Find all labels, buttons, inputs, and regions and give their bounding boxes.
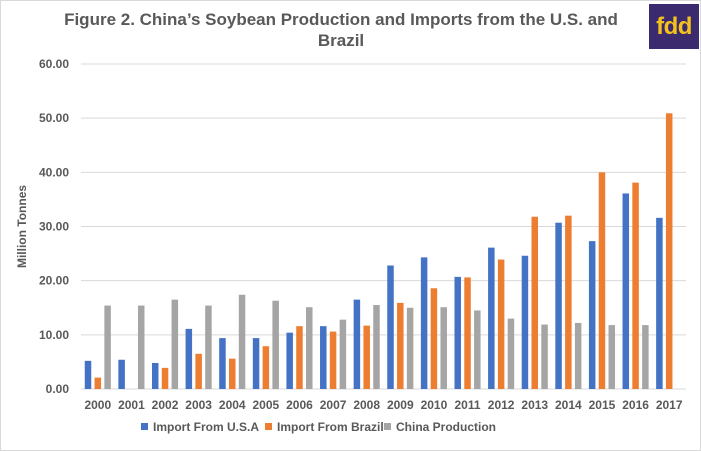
y-tick-label: 10.00 (39, 328, 69, 342)
bar-import-from-brazil-2017 (665, 113, 673, 390)
x-tick-label: 2017 (656, 398, 683, 412)
bar-import-from-brazil-2015 (598, 172, 606, 389)
x-tick-label: 2003 (185, 398, 212, 412)
y-axis-label: Million Tonnes (15, 185, 29, 268)
bar-import-from-brazil-2011 (464, 277, 471, 389)
bar-import-from-brazil-2010 (430, 288, 438, 389)
bar-import-from-brazil-2014 (565, 215, 572, 389)
bar-china-production-2012 (507, 318, 515, 389)
bar-import-from-brazil-2013 (531, 216, 538, 389)
x-tick-label: 2008 (353, 398, 380, 412)
bar-china-production-2015 (608, 325, 616, 389)
bar-china-production-2003 (205, 305, 212, 389)
bar-import-from-brazil-2006 (296, 326, 303, 389)
x-tick-label: 2000 (84, 398, 111, 412)
bar-china-production-2014 (574, 322, 582, 389)
bar-china-production-2013 (541, 324, 548, 389)
bar-china-production-2009 (406, 307, 414, 389)
bar-import-from-brazil-2009 (397, 302, 404, 389)
bar-china-production-2001 (137, 305, 145, 389)
x-tick-label: 2015 (589, 398, 616, 412)
bar-import-from-u-s-a-2005 (252, 338, 260, 389)
bar-import-from-u-s-a-2009 (387, 265, 394, 389)
bar-import-from-brazil-2002 (161, 367, 169, 389)
bar-china-production-2005 (272, 300, 279, 389)
bar-china-production-2006 (306, 307, 313, 389)
bar-china-production-2000 (104, 305, 111, 389)
x-tick-label: 2012 (488, 398, 515, 412)
y-tick-label: 20.00 (39, 274, 69, 288)
bar-import-from-u-s-a-2004 (219, 338, 226, 389)
bar-import-from-u-s-a-2006 (286, 332, 293, 389)
bar-import-from-u-s-a-2001 (118, 359, 125, 389)
x-tick-label: 2016 (622, 398, 649, 412)
bar-china-production-2010 (440, 307, 447, 389)
x-tick-label: 2007 (320, 398, 347, 412)
bar-import-from-brazil-2003 (195, 353, 202, 389)
bar-import-from-brazil-2008 (363, 325, 370, 389)
x-tick-label: 2014 (555, 398, 582, 412)
x-tick-label: 2013 (521, 398, 548, 412)
bar-import-from-u-s-a-2017 (656, 217, 663, 389)
bar-import-from-brazil-2000 (94, 377, 102, 389)
legend-swatch-1 (265, 423, 272, 430)
y-tick-label: 50.00 (39, 111, 69, 125)
fdd-logo: fdd (649, 4, 699, 49)
bar-china-production-2007 (339, 319, 347, 389)
bar-import-from-brazil-2016 (632, 182, 639, 389)
bar-import-from-brazil-2012 (497, 259, 505, 389)
bar-import-from-u-s-a-2013 (521, 255, 529, 389)
legend-label: Import From Brazil (277, 420, 384, 434)
bar-china-production-2008 (373, 305, 380, 389)
legend-swatch-0 (141, 423, 148, 430)
bar-import-from-u-s-a-2003 (185, 328, 193, 389)
bar-import-from-u-s-a-2007 (320, 326, 327, 389)
bar-import-from-brazil-2005 (262, 346, 270, 389)
x-tick-label: 2001 (118, 398, 145, 412)
legend-label: Import From U.S.A (153, 420, 259, 434)
bar-import-from-u-s-a-2012 (488, 247, 495, 389)
bar-import-from-u-s-a-2010 (420, 257, 428, 389)
bar-import-from-u-s-a-2016 (622, 193, 630, 389)
y-tick-label: 40.00 (39, 165, 69, 179)
bar-import-from-brazil-2007 (329, 331, 337, 389)
x-tick-label: 2004 (219, 398, 246, 412)
bar-import-from-u-s-a-2011 (454, 276, 461, 389)
bar-import-from-u-s-a-2000 (84, 360, 92, 389)
x-tick-label: 2010 (421, 398, 448, 412)
chart-title: Figure 2. China’s Soybean Production and… (64, 10, 618, 50)
bar-china-production-2002 (171, 299, 179, 389)
bar-china-production-2004 (238, 294, 246, 389)
y-tick-label: 0.00 (46, 382, 70, 396)
x-tick-label: 2006 (286, 398, 313, 412)
x-tick-label: 2002 (152, 398, 179, 412)
bar-import-from-u-s-a-2008 (353, 299, 361, 389)
bar-china-production-2011 (474, 310, 481, 389)
bar-import-from-brazil-2004 (229, 358, 236, 389)
y-tick-label: 30.00 (39, 220, 69, 234)
y-tick-label: 60.00 (39, 57, 69, 71)
legend-label: China Production (396, 420, 496, 434)
x-tick-label: 2005 (253, 398, 280, 412)
bar-import-from-u-s-a-2002 (151, 363, 159, 389)
legend-swatch-2 (384, 423, 391, 430)
bar-import-from-u-s-a-2014 (555, 222, 562, 389)
x-tick-label: 2011 (455, 398, 481, 412)
bar-china-production-2016 (642, 325, 649, 389)
x-tick-label: 2009 (387, 398, 414, 412)
bar-import-from-u-s-a-2015 (588, 241, 596, 389)
